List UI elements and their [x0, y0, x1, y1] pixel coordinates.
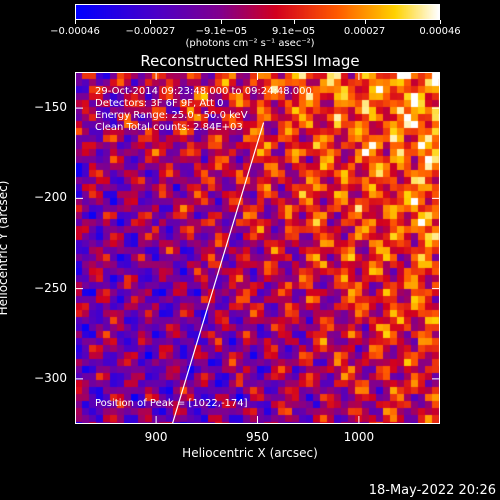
x-tick-label: 900 [144, 430, 168, 444]
x-tick-label: 950 [246, 430, 269, 444]
annotation-time-range: 29-Oct-2014 09:23:48.000 to 09:24:48.000 [95, 86, 312, 97]
colorbar-tickmark [293, 20, 295, 24]
axis-tickmarks [75, 72, 440, 424]
colorbar [75, 4, 440, 20]
colorbar-tick-label: 9.1e−05 [272, 26, 316, 37]
plot-area: 29-Oct-2014 09:23:48.000 to 09:24:48.000… [75, 72, 440, 424]
x-tick-label: 1000 [343, 430, 375, 444]
chart-title: Reconstructed RHESSI Image [140, 52, 360, 70]
annotation-energy-range: Energy Range: 25.0 - 50.0 keV [95, 110, 248, 121]
solar-limb-line [171, 122, 265, 424]
colorbar-tick-label: −9.1e−05 [195, 26, 248, 37]
colorbar-tickmark [221, 20, 223, 24]
y-tick-label: −150 [34, 100, 67, 115]
heatmap-image [75, 72, 440, 424]
y-tick-label: −200 [34, 190, 67, 205]
x-axis-label: Heliocentric X (arcsec) [182, 446, 318, 460]
colorbar-tickmark [150, 20, 152, 24]
colorbar-units: (photons cm⁻² s⁻¹ asec⁻²) [185, 38, 315, 49]
annotation-peak-position: Position of Peak = [1022,-174] [95, 398, 248, 409]
colorbar-tick-label: 0.00046 [419, 26, 461, 37]
colorbar-tickmark [440, 20, 441, 24]
y-tick-labels: −150 −200 −250 −300 [15, 72, 75, 424]
colorbar-tick-label: −0.00046 [50, 26, 100, 37]
annotation-total-counts: Clean Total counts: 2.84E+03 [95, 122, 243, 133]
datestamp: 18-May-2022 20:26 [368, 483, 496, 498]
colorbar-tick-label: −0.00027 [125, 26, 176, 37]
y-tick-label: −300 [34, 370, 67, 385]
colorbar-ticks: −0.00046 −0.00027 −9.1e−05 9.1e−05 0.00027 0.… [50, 0, 461, 40]
plot-overlay [75, 72, 440, 424]
x-tick-labels: 900 950 1000 [75, 428, 440, 444]
colorbar-tickmark [364, 20, 366, 24]
colorbar-tickmark [75, 20, 76, 24]
colorbar-tick-label: 0.00027 [343, 26, 386, 37]
y-tick-label: −250 [34, 280, 67, 295]
annotation-detectors: Detectors: 3F 6F 9F, Att 0 [95, 98, 224, 109]
y-axis-label: Heliocentric Y (arcsec) [0, 180, 10, 316]
